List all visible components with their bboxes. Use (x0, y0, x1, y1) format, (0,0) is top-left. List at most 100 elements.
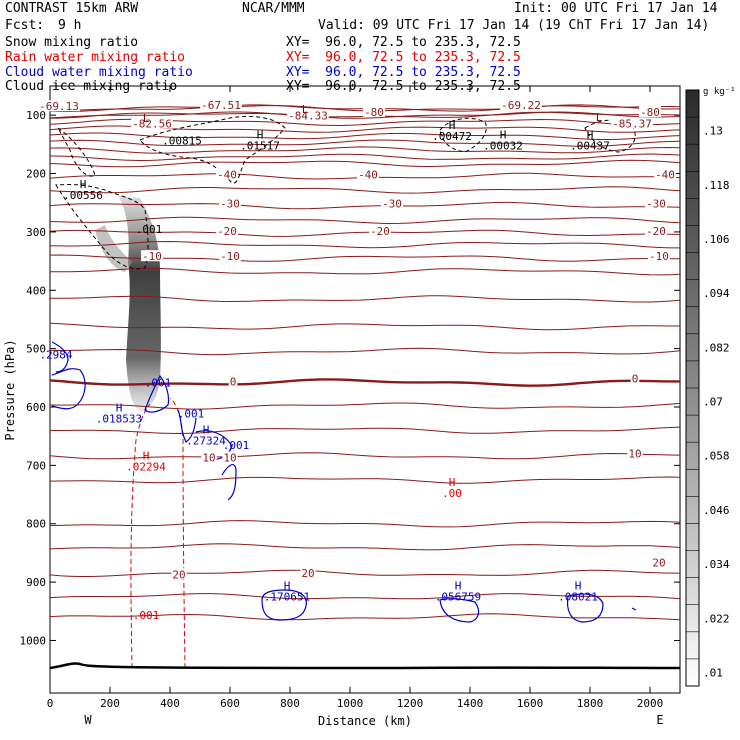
isotherm-line (50, 186, 680, 194)
isotherm-line (50, 426, 680, 435)
extremum-value: .00437 (570, 140, 610, 153)
extremum-value: .00815 (162, 134, 202, 147)
rain-water-contour (169, 397, 186, 669)
east-label: E (656, 713, 663, 727)
extremum-value: .00 (442, 487, 462, 500)
extremum-mark: H (116, 402, 123, 415)
isotherm-line (50, 111, 680, 119)
y-axis-label: Pressure (hPa) (3, 339, 17, 440)
isotherm-line (50, 569, 680, 577)
extremum-value: .001 (145, 377, 172, 390)
isotherm-label: -69.13 (39, 100, 79, 113)
isotherm-line (50, 452, 680, 460)
extremum-value: .01517 (240, 140, 280, 153)
x-tick-label: 1000 (337, 697, 364, 710)
cloud-water-contour (177, 409, 197, 443)
snow-plume-shading (118, 196, 161, 412)
isotherm-line (50, 159, 680, 168)
extremum-mark: H (587, 129, 594, 142)
isotherm-label: 20 (172, 568, 185, 581)
isotherm-label: -10 (649, 250, 669, 263)
isotherm-label: -80 (640, 106, 660, 119)
colorbar-label: .13 (703, 125, 723, 138)
isotherm-label-bg (141, 250, 163, 262)
field-cloud-water-xy: XY= 96.0, 72.5 to 235.3, 72.5 (286, 65, 521, 80)
isotherm-label: -30 (646, 198, 666, 211)
x-tick-label: 0 (47, 697, 54, 710)
extremum-mark: H (449, 119, 456, 132)
isotherm-label-bg (219, 197, 241, 209)
extremum-mark: L (143, 112, 150, 125)
y-tick-label: 600 (26, 401, 46, 414)
extremum-value: .001 (223, 439, 250, 452)
extremum-value: .02294 (126, 461, 166, 474)
isotherm-label: -69.22 (501, 99, 541, 112)
y-tick-label: 1000 (20, 634, 47, 647)
cloud-water-contour (144, 374, 170, 413)
extremum-value: .001 (136, 223, 163, 236)
y-tick-label: 200 (26, 168, 46, 181)
isotherm-label: -10 (142, 250, 162, 263)
extremum-mark: L (302, 103, 309, 116)
colorbar-label: .094 (703, 287, 730, 300)
isotherm-label: 10 (202, 452, 215, 465)
isotherm-label-bg (300, 567, 316, 579)
isotherm-line (50, 347, 680, 356)
extremum-mark: H (80, 178, 87, 191)
colorbar-unit: g kg⁻¹ (703, 87, 736, 97)
extremum-mark: H (500, 129, 507, 142)
isotherm-label-bg (171, 568, 187, 580)
cloud-water-contour (51, 341, 69, 373)
extremum-value: .27324 (186, 434, 226, 447)
x-axis-label: Distance (km) (318, 714, 412, 728)
isotherm-label-bg (630, 372, 640, 384)
x-tick-label: 1200 (397, 697, 424, 710)
y-tick-label: 900 (26, 576, 46, 589)
isotherm-label-bg (639, 106, 661, 118)
isotherm-label: -67.51 (201, 99, 241, 112)
isotherm-line (50, 229, 680, 237)
field-cloud-ice-name: Cloud ice mixing ratio (5, 79, 178, 94)
cloud-ice-contour (57, 127, 96, 177)
isotherm-line (50, 593, 680, 600)
isotherm-line (50, 139, 680, 147)
isotherm-label-bg (381, 197, 403, 209)
extremum-mark: L (596, 111, 603, 124)
isotherm-label-bg (611, 117, 653, 129)
x-tick-label: 1600 (517, 697, 544, 710)
colorbar-label: .058 (703, 450, 730, 463)
isotherm-label: -40 (217, 168, 237, 181)
isotherm-label: -82.56 (132, 118, 172, 131)
isotherm-line (50, 267, 680, 276)
isotherm-line (50, 476, 680, 484)
x-tick-label: 1400 (457, 697, 484, 710)
cloud-water-contour (51, 368, 86, 410)
center-title: NCAR/MMM (242, 1, 305, 16)
model-title: CONTRAST 15km ARW (5, 1, 139, 16)
y-tick-label: 400 (26, 284, 46, 297)
colorbar-label: .106 (703, 233, 730, 246)
extremum-value: .001 (178, 408, 205, 421)
snow-plume-tail (95, 225, 132, 272)
isotherm-label-bg (216, 225, 238, 237)
extremum-value: .018533 (96, 413, 142, 426)
isotherm-label: -20 (646, 225, 666, 238)
extremum-value: .00032 (483, 140, 523, 153)
valid-time: Valid: 09 UTC Fri 17 Jan 14 (19 ChT Fri … (318, 18, 710, 33)
surface-line (50, 662, 680, 670)
isotherm-line (50, 402, 680, 410)
extremum-mark: H (455, 580, 462, 593)
colorbar-label: .01 (703, 666, 723, 679)
isotherm-label: -85.37 (612, 118, 652, 131)
isotherm-label-bg (357, 168, 379, 180)
y-tick-label: 700 (26, 459, 46, 472)
cloud-ice-contour (55, 184, 149, 270)
extremum-value: .2984 (39, 349, 72, 362)
isotherm-label-bg (200, 99, 242, 111)
init-time: Init: 00 UTC Fri 17 Jan 14 (514, 1, 718, 16)
y-tick-label: 500 (26, 343, 46, 356)
isotherm-label: -10 (220, 250, 240, 263)
isotherm-label-bg (500, 99, 542, 111)
isotherm-label-bg (287, 109, 329, 121)
